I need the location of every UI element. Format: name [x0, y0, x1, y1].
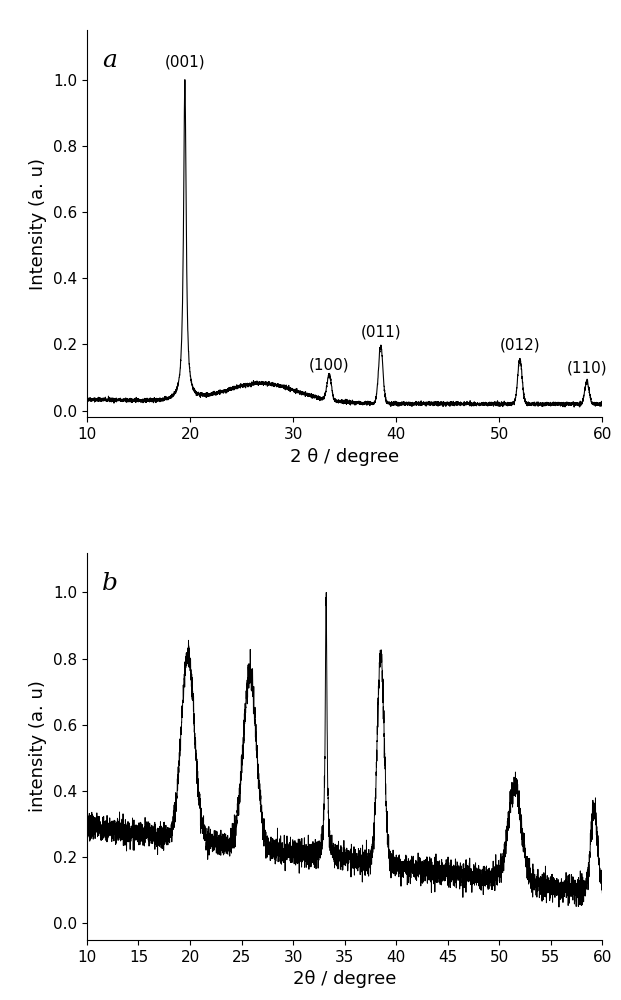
Y-axis label: Intensity (a. u): Intensity (a. u)	[29, 158, 47, 290]
Text: (100): (100)	[309, 358, 350, 373]
Text: b: b	[102, 572, 119, 595]
Y-axis label: intensity (a. u): intensity (a. u)	[29, 680, 47, 812]
X-axis label: 2θ / degree: 2θ / degree	[293, 970, 396, 988]
Text: (012): (012)	[499, 338, 540, 353]
Text: (011): (011)	[360, 324, 401, 339]
Text: a: a	[102, 49, 117, 72]
Text: (001): (001)	[165, 55, 205, 70]
X-axis label: 2 θ / degree: 2 θ / degree	[290, 448, 399, 466]
Text: (110): (110)	[566, 361, 607, 376]
